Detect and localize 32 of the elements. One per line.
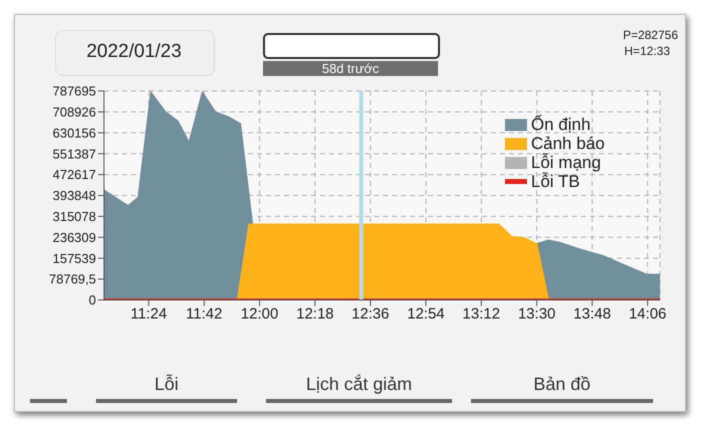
text: H=12:33 bbox=[624, 44, 670, 58]
y-tick-label: 472617 bbox=[52, 167, 96, 182]
x-tick-label: 11:24 bbox=[130, 306, 167, 323]
x-tick-label: 11:42 bbox=[186, 306, 222, 323]
x-tick-label: 12:00 bbox=[240, 306, 278, 323]
y-tick-label: 78769,5 bbox=[49, 272, 96, 287]
text: 58d trước bbox=[322, 61, 379, 76]
legend-label: Lỗi TB bbox=[531, 172, 580, 191]
legend-label: Ổn định bbox=[531, 115, 591, 134]
x-tick-label: 13:48 bbox=[573, 306, 611, 323]
text: Lịch cắt giảm bbox=[306, 374, 412, 394]
y-tick-label: 630156 bbox=[52, 125, 96, 140]
text: Lỗi bbox=[154, 374, 179, 394]
y-tick-label: 157539 bbox=[52, 250, 96, 266]
text: 2022/01/23 bbox=[86, 41, 182, 63]
text: Bản đồ bbox=[533, 374, 591, 394]
x-tick-label: 13:12 bbox=[462, 306, 500, 323]
x-tick-label: 13:30 bbox=[518, 306, 556, 323]
legend-label: Cảnh báo bbox=[531, 134, 605, 153]
y-tick-label: 787695 bbox=[52, 84, 96, 99]
x-tick-label: 12:54 bbox=[407, 306, 445, 323]
y-tick-label: 0 bbox=[88, 292, 96, 308]
legend-label: Lỗi mạng bbox=[531, 153, 601, 172]
y-tick-label: 551387 bbox=[52, 146, 96, 162]
text: P=282756 bbox=[622, 28, 678, 42]
y-tick-label: 708926 bbox=[52, 104, 96, 120]
x-tick-label: 12:36 bbox=[352, 306, 390, 323]
x-tick-label: 12:18 bbox=[296, 306, 334, 323]
x-tick-label: 14:06 bbox=[628, 306, 666, 323]
y-tick-label: 393848 bbox=[52, 188, 96, 204]
y-tick-label: 315078 bbox=[52, 209, 96, 224]
y-tick-label: 236309 bbox=[52, 230, 96, 245]
